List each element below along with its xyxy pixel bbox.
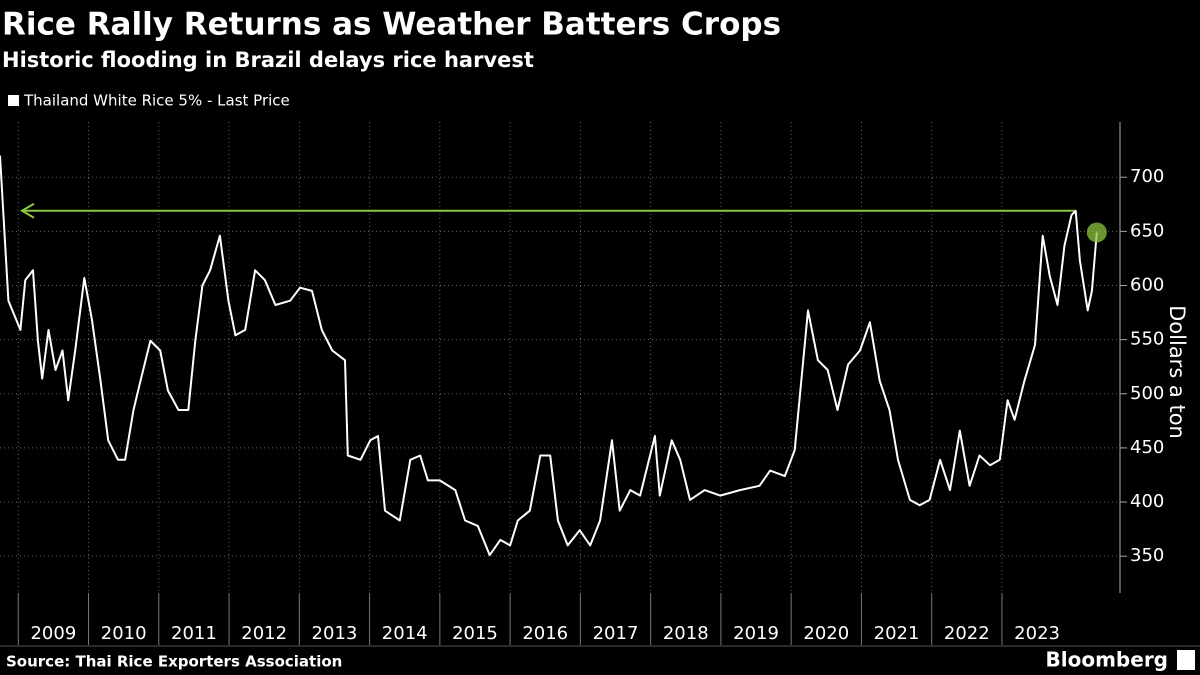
chart-subtitle: Historic flooding in Brazil delays rice … [2,48,534,72]
y-tick-label: 350 [1130,545,1164,566]
y-tick-label: 650 [1130,220,1164,241]
x-tick-label: 2016 [522,623,568,644]
x-tick-label: 2023 [1014,623,1060,644]
y-tick-label: 500 [1130,383,1164,404]
x-tick-label: 2017 [593,623,639,644]
x-tick-label: 2011 [171,623,217,644]
legend-swatch [8,95,19,106]
x-tick-label: 2013 [312,623,358,644]
chart-title: Rice Rally Returns as Weather Batters Cr… [2,7,781,43]
y-tick-label: 450 [1130,437,1164,458]
x-tick-label: 2018 [663,623,709,644]
y-tick-label: 700 [1130,166,1164,187]
y-tick-label: 600 [1130,274,1164,295]
y-axis-label: Dollars a ton [1165,305,1189,439]
brand-icon [1177,650,1195,670]
x-tick-label: 2012 [241,623,287,644]
x-tick-label: 2010 [101,623,147,644]
source: Source: Thai Rice Exporters Association [6,653,342,671]
x-tick-label: 2014 [382,623,428,644]
y-tick-label: 400 [1130,491,1164,512]
x-tick-label: 2009 [30,623,76,644]
x-tick-label: 2015 [452,623,498,644]
line [0,155,1098,557]
x-tick-label: 2020 [803,623,849,644]
legend-label: Thailand White Rice 5% - Last Price [23,92,290,110]
reference-arrow [20,202,35,219]
x-tick-label: 2022 [944,623,990,644]
brand: Bloomberg [1046,648,1168,672]
x-tick-label: 2019 [733,623,779,644]
y-tick-label: 550 [1130,329,1164,350]
last-point [1086,222,1107,243]
x-tick-label: 2021 [874,623,920,644]
